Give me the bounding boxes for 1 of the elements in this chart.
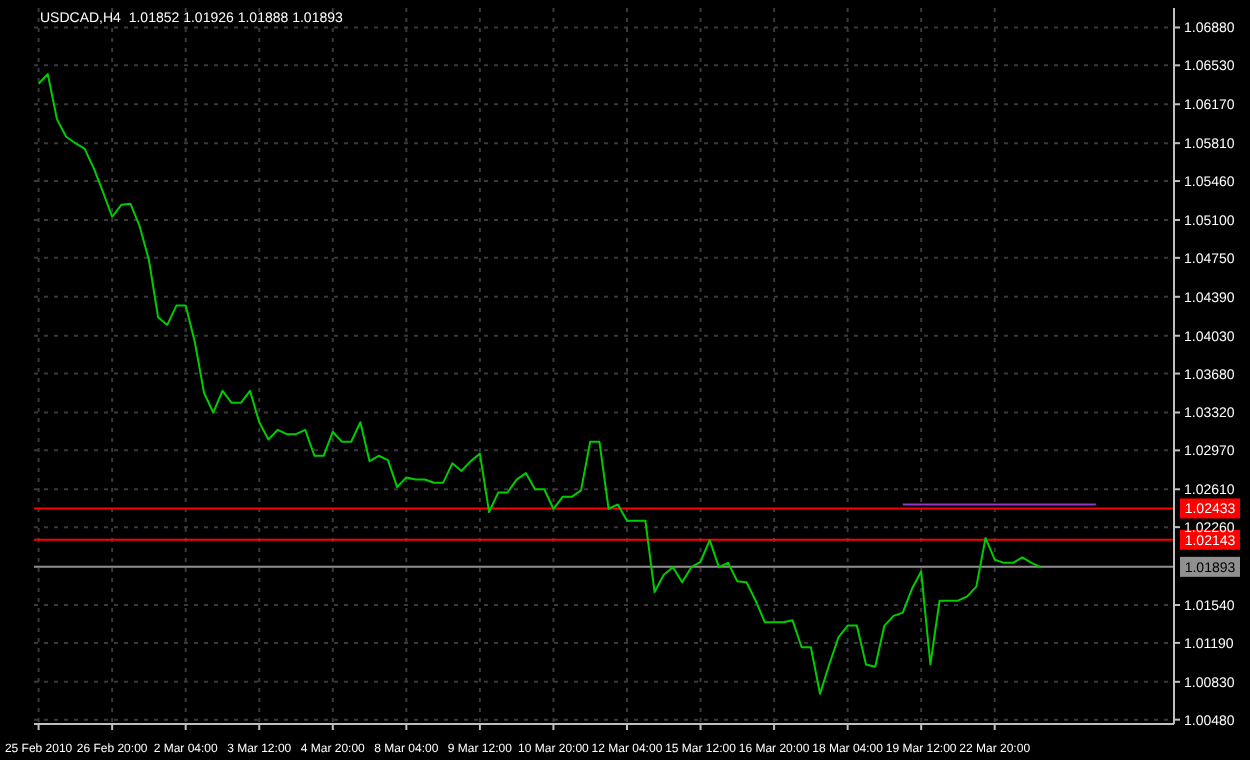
line-series <box>37 72 1042 695</box>
